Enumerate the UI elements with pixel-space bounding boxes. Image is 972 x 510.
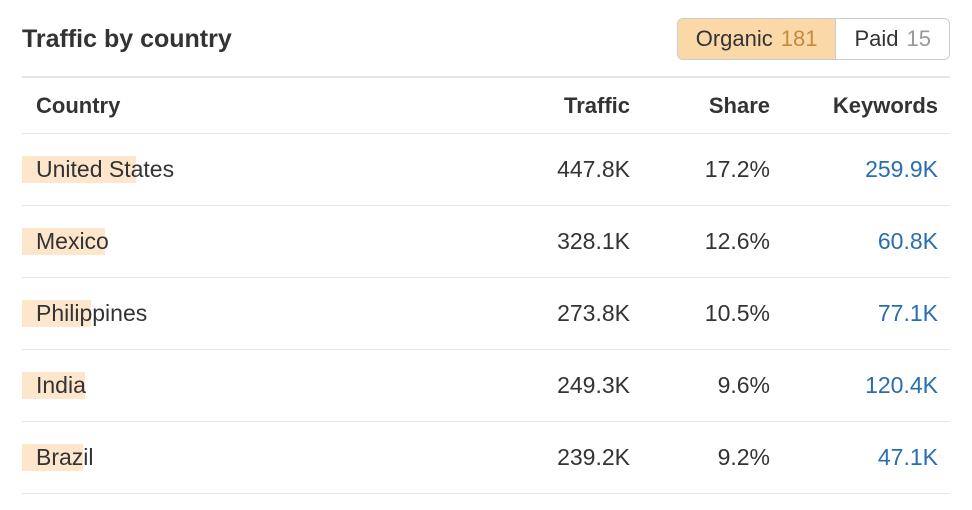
tab-organic-label: Organic [696,26,773,52]
cell-traffic: 273.8K [492,300,642,327]
table-row: Philippines 273.8K 10.5% 77.1K [22,278,950,350]
cell-country: Mexico [22,228,492,255]
tab-organic-count: 181 [781,26,818,52]
country-label: Mexico [36,228,109,254]
cell-keywords: 47.1K [782,444,950,471]
cell-country: United States [22,156,492,183]
panel-title: Traffic by country [22,25,232,54]
country-label: Brazil [36,444,94,470]
cell-country: India [22,372,492,399]
cell-keywords: 120.4K [782,372,950,399]
tab-paid-label: Paid [854,26,898,52]
keywords-link[interactable]: 60.8K [878,228,938,254]
keywords-link[interactable]: 77.1K [878,300,938,326]
cell-traffic: 239.2K [492,444,642,471]
table-row: India 249.3K 9.6% 120.4K [22,350,950,422]
col-header-traffic: Traffic [492,93,642,119]
cell-traffic: 328.1K [492,228,642,255]
tab-paid-count: 15 [907,26,931,52]
country-label: United States [36,156,174,182]
col-header-share: Share [642,93,782,119]
cell-share: 17.2% [642,156,782,183]
cell-keywords: 60.8K [782,228,950,255]
keywords-link[interactable]: 259.9K [865,156,938,182]
traffic-by-country-panel: Traffic by country Organic 181 Paid 15 C… [0,0,972,494]
panel-header: Traffic by country Organic 181 Paid 15 [22,18,950,78]
cell-share: 12.6% [642,228,782,255]
cell-share: 10.5% [642,300,782,327]
keywords-link[interactable]: 47.1K [878,444,938,470]
table-row: United States 447.8K 17.2% 259.9K [22,134,950,206]
cell-country: Philippines [22,300,492,327]
tab-paid[interactable]: Paid 15 [835,19,949,59]
col-header-country: Country [22,93,492,119]
cell-share: 9.6% [642,372,782,399]
cell-traffic: 249.3K [492,372,642,399]
table-row: Brazil 239.2K 9.2% 47.1K [22,422,950,494]
country-label: India [36,372,86,398]
table-row: Mexico 328.1K 12.6% 60.8K [22,206,950,278]
traffic-type-tabs: Organic 181 Paid 15 [677,18,950,60]
col-header-keywords: Keywords [782,93,950,119]
cell-keywords: 259.9K [782,156,950,183]
cell-country: Brazil [22,444,492,471]
cell-keywords: 77.1K [782,300,950,327]
country-traffic-table: Country Traffic Share Keywords United St… [22,78,950,494]
keywords-link[interactable]: 120.4K [865,372,938,398]
tab-organic[interactable]: Organic 181 [678,19,836,59]
cell-share: 9.2% [642,444,782,471]
cell-traffic: 447.8K [492,156,642,183]
country-label: Philippines [36,300,147,326]
table-header-row: Country Traffic Share Keywords [22,78,950,134]
